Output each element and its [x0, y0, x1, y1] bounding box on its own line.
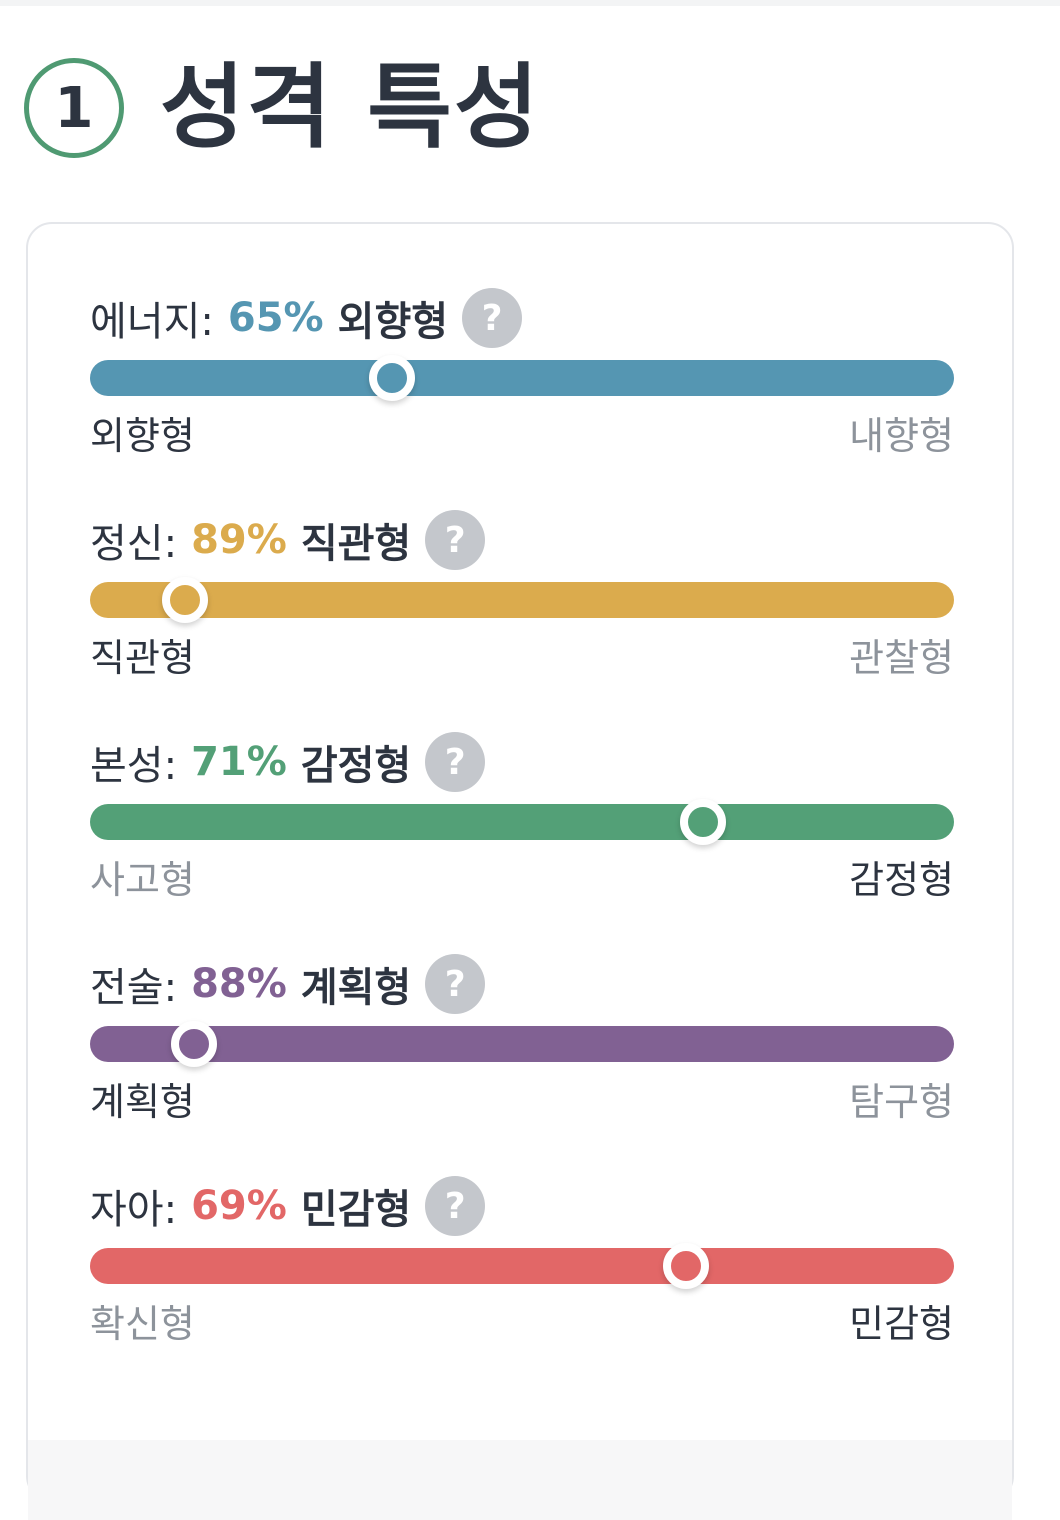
left-pole-label: 계획형 [90, 1080, 195, 1124]
trait-type: 직관형 [300, 521, 412, 567]
trait-percent: 88% [191, 961, 287, 1007]
trait-bar [90, 1021, 954, 1067]
trait-percent: 71% [191, 739, 287, 785]
right-pole-label: 민감형 [849, 1302, 954, 1346]
trait-name: 에너지: [90, 299, 214, 345]
right-pole-label: 탐구형 [849, 1080, 954, 1124]
question-mark-icon[interactable]: ? [425, 510, 486, 570]
left-pole-label: 직관형 [90, 636, 195, 680]
question-mark-icon[interactable]: ? [425, 1176, 486, 1236]
trait-bar [90, 1243, 954, 1289]
left-pole-label: 외향형 [90, 414, 195, 458]
trait-type: 민감형 [300, 1187, 412, 1233]
trait-heading: 자아: 69% 민감형 ? [90, 1174, 486, 1238]
trait-name: 본성: [90, 743, 178, 789]
slider-knob [680, 799, 726, 845]
trait-type: 외향형 [337, 299, 449, 345]
section-header: 1 성격 특성 [24, 52, 541, 164]
question-mark-icon[interactable]: ? [462, 288, 523, 348]
trait-percent: 65% [227, 295, 324, 341]
left-pole-label: 확신형 [90, 1302, 195, 1346]
right-pole-label: 관찰형 [849, 636, 954, 680]
left-pole-label: 사고형 [90, 858, 195, 902]
question-mark-icon[interactable]: ? [425, 732, 486, 792]
trait-bar [90, 799, 954, 845]
trait-type: 감정형 [300, 743, 412, 789]
section-title: 성격 특성 [160, 54, 541, 161]
trait-percent: 69% [191, 1183, 287, 1229]
slider-knob [162, 577, 208, 623]
slider-knob [663, 1243, 709, 1289]
top-bar [0, 0, 1060, 6]
trait-name: 자아: [90, 1187, 178, 1233]
trait-name: 전술: [90, 965, 178, 1011]
trait-heading: 정신: 89% 직관형 ? [90, 508, 486, 572]
trait-type: 계획형 [300, 965, 412, 1011]
trait-bar [90, 355, 954, 401]
right-pole-label: 감정형 [849, 858, 954, 902]
trait-percent: 89% [191, 517, 287, 563]
question-mark-icon[interactable]: ? [425, 954, 486, 1014]
trait-heading: 에너지: 65% 외향형 ? [90, 286, 523, 350]
step-number-badge: 1 [24, 58, 124, 158]
trait-heading: 본성: 71% 감정형 ? [90, 730, 486, 794]
card-footer [28, 1440, 1012, 1520]
step-number: 1 [54, 75, 94, 141]
trait-heading: 전술: 88% 계획형 ? [90, 952, 486, 1016]
trait-bar [90, 577, 954, 623]
slider-knob [369, 355, 415, 401]
slider-knob [171, 1021, 217, 1067]
trait-name: 정신: [90, 521, 178, 567]
traits-card: 에너지: 65% 외향형 ? 외향형 내향형 정신: 89% 직관형 ? 직관형… [26, 222, 1014, 1520]
right-pole-label: 내향형 [849, 414, 954, 458]
